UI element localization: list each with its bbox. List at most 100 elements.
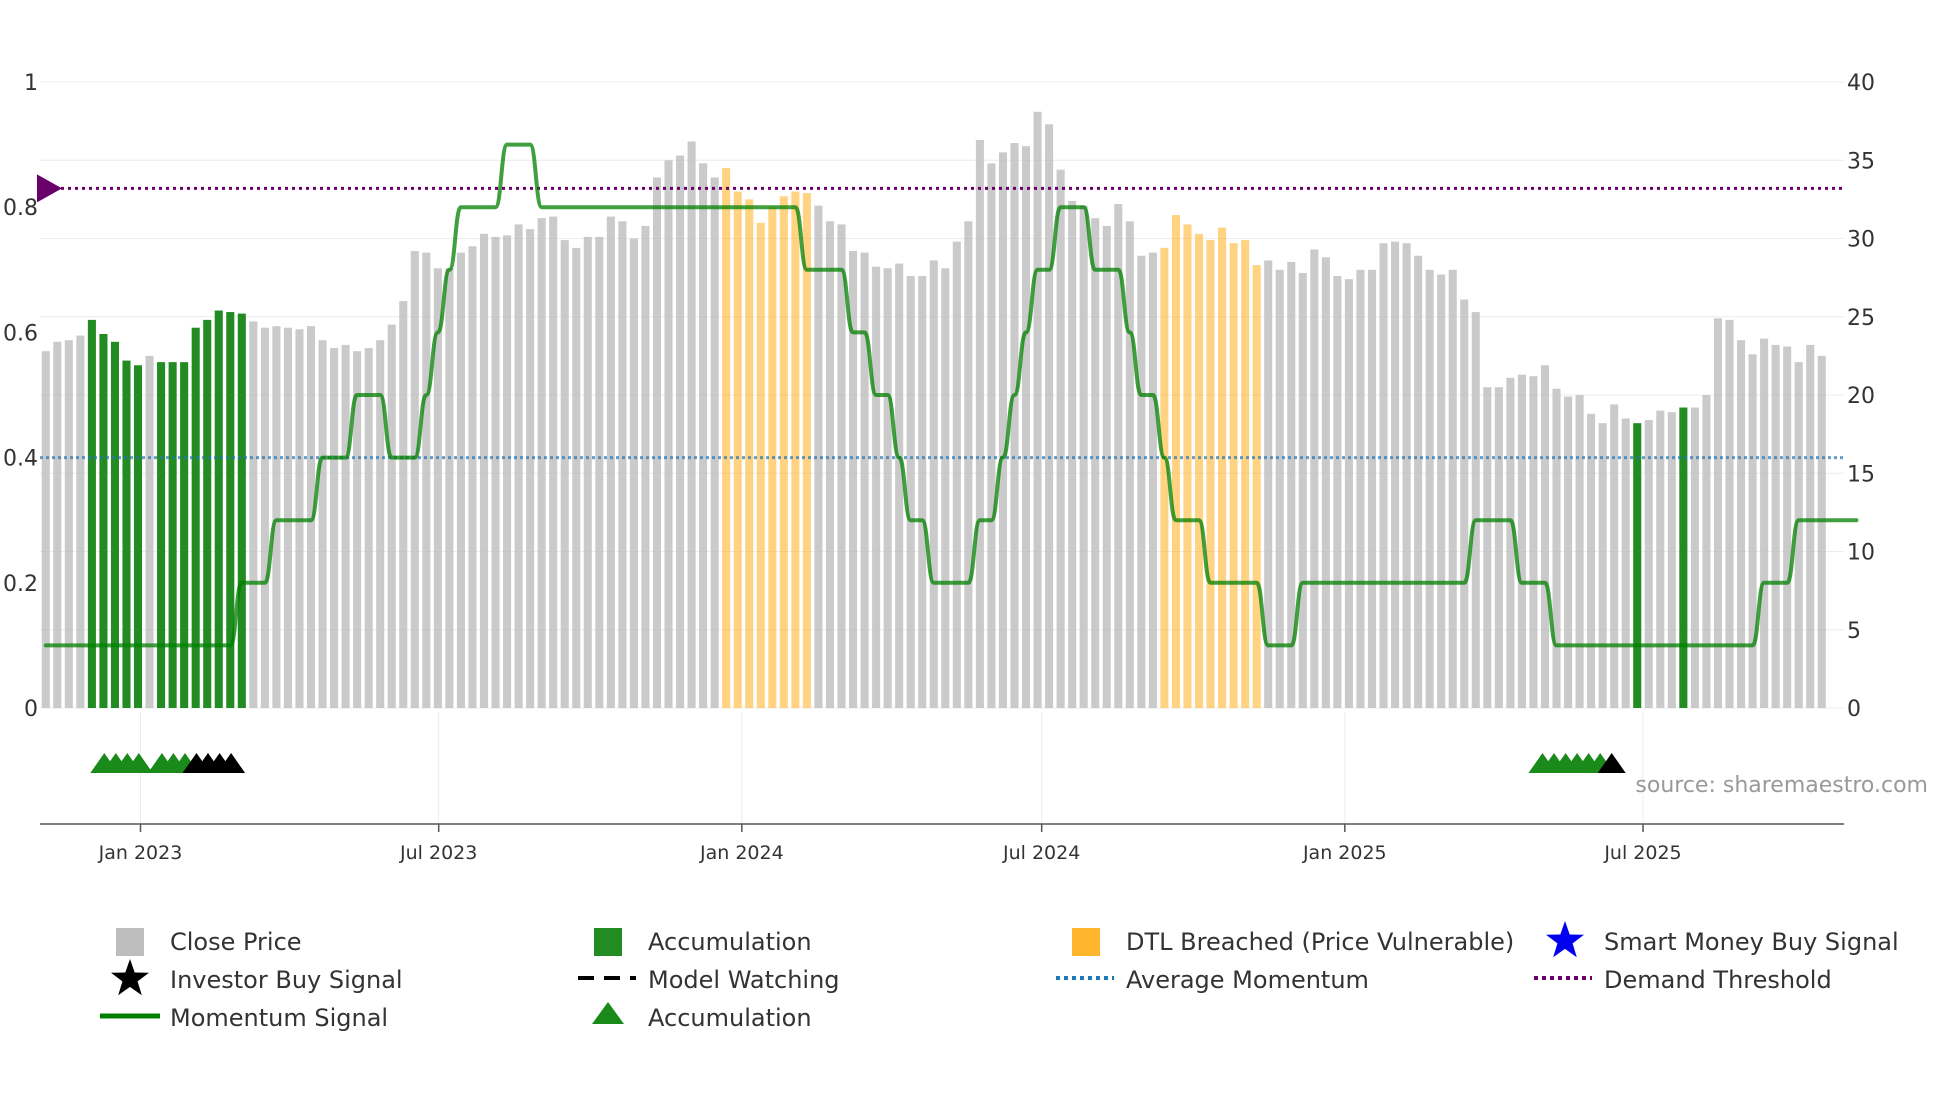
price-bar bbox=[1091, 218, 1100, 708]
price-bar bbox=[802, 193, 811, 708]
price-bar bbox=[64, 340, 73, 708]
price-bar bbox=[1114, 204, 1123, 708]
price-bar bbox=[1540, 365, 1550, 708]
x-tick-label: Jan 2025 bbox=[1302, 842, 1387, 864]
price-bar bbox=[1264, 260, 1273, 708]
price-bar bbox=[1298, 272, 1307, 708]
price-bar bbox=[664, 160, 673, 708]
momentum-series bbox=[43, 142, 1859, 648]
price-bar bbox=[1794, 362, 1803, 708]
price-bar bbox=[1517, 374, 1526, 708]
legend-item-investor-buy: Investor Buy Signal bbox=[111, 959, 403, 996]
price-bar bbox=[756, 222, 765, 708]
price-bar bbox=[1021, 146, 1031, 709]
price-bar bbox=[237, 313, 246, 708]
price-bar bbox=[1160, 247, 1169, 708]
price-bar bbox=[87, 319, 96, 708]
legend-label: Smart Money Buy Signal bbox=[1604, 928, 1899, 956]
price-bar bbox=[1690, 407, 1699, 708]
price-bar bbox=[1183, 224, 1192, 709]
price-bar bbox=[422, 252, 431, 708]
price-bar bbox=[629, 238, 638, 708]
price-bar bbox=[133, 365, 143, 708]
x-tick-label: Jan 2023 bbox=[98, 842, 183, 864]
right-tick-label: 40 bbox=[1847, 71, 1875, 96]
price-bar bbox=[76, 335, 85, 708]
price-bar bbox=[1068, 200, 1077, 708]
price-bar bbox=[1367, 269, 1377, 708]
green-triangle-icon bbox=[592, 1002, 624, 1024]
price-bar bbox=[479, 233, 489, 709]
price-bar bbox=[560, 240, 569, 708]
right-axis: 0 5 10 15 20 25 30 35 40 bbox=[1847, 71, 1875, 722]
legend-label: Average Momentum bbox=[1126, 966, 1369, 994]
price-bar bbox=[1056, 169, 1065, 708]
price-bar bbox=[537, 218, 546, 708]
x-tick-label: Jul 2023 bbox=[399, 842, 477, 864]
price-bar bbox=[260, 327, 269, 708]
price-bar bbox=[1621, 418, 1630, 708]
price-bar bbox=[1033, 111, 1042, 709]
x-tick-label: Jul 2025 bbox=[1603, 842, 1681, 864]
price-bar bbox=[1771, 344, 1780, 708]
price-bar bbox=[526, 229, 535, 709]
price-bar bbox=[1529, 376, 1538, 708]
price-bar bbox=[1748, 354, 1757, 708]
price-bar bbox=[1564, 396, 1573, 708]
right-tick-label: 35 bbox=[1847, 149, 1875, 174]
price-bar bbox=[641, 225, 650, 709]
price-bar bbox=[687, 141, 696, 709]
price-bar bbox=[618, 221, 627, 708]
price-bar bbox=[1045, 124, 1054, 708]
price-bar bbox=[1310, 249, 1319, 708]
price-bar bbox=[906, 276, 915, 708]
price-bar bbox=[122, 360, 131, 708]
price-bar bbox=[491, 236, 500, 708]
price-bar bbox=[1644, 420, 1653, 708]
left-tick-label: 0 bbox=[24, 697, 38, 722]
legend-label: Model Watching bbox=[648, 966, 840, 994]
momentum-signal-line bbox=[43, 142, 1859, 648]
price-bar bbox=[964, 221, 973, 708]
investor-buy-marker bbox=[1597, 753, 1626, 773]
price-bar bbox=[1102, 225, 1111, 709]
right-tick-label: 0 bbox=[1847, 697, 1861, 722]
x-axis: Jan 2023 Jul 2023 Jan 2024 Jul 2024 Jan 2025… bbox=[40, 823, 1844, 864]
price-bar bbox=[1471, 312, 1480, 708]
price-bar bbox=[1414, 255, 1423, 708]
legend-label: Close Price bbox=[170, 928, 302, 956]
legend-label: Investor Buy Signal bbox=[170, 966, 403, 994]
price-bar bbox=[1137, 255, 1146, 708]
x-tick-label: Jul 2024 bbox=[1002, 842, 1080, 864]
price-bar bbox=[168, 362, 177, 708]
price-bar bbox=[99, 333, 108, 708]
left-tick-label: 0.4 bbox=[3, 447, 38, 472]
price-bar bbox=[872, 266, 881, 708]
price-bar bbox=[514, 224, 523, 709]
price-bar bbox=[1241, 240, 1250, 708]
price-bar bbox=[1391, 241, 1400, 708]
right-tick-label: 10 bbox=[1847, 541, 1875, 566]
price-bar bbox=[376, 340, 385, 708]
price-bar bbox=[1425, 269, 1434, 708]
price-bar bbox=[572, 247, 581, 708]
price-bar bbox=[53, 341, 62, 708]
price-bar bbox=[1817, 355, 1826, 709]
price-bar bbox=[710, 177, 719, 709]
legend-item-close-price: Close Price bbox=[116, 928, 302, 956]
price-bar bbox=[676, 155, 685, 708]
left-tick-label: 0.6 bbox=[3, 321, 38, 346]
legend-label: DTL Breached (Price Vulnerable) bbox=[1126, 928, 1514, 956]
price-bar bbox=[998, 152, 1007, 708]
price-bar bbox=[1725, 319, 1734, 708]
legend-item-momentum-signal: Momentum Signal bbox=[100, 1004, 388, 1032]
price-bar bbox=[860, 252, 869, 708]
price-bar bbox=[456, 252, 465, 708]
right-tick-label: 30 bbox=[1847, 228, 1875, 253]
price-bar bbox=[1656, 410, 1665, 708]
right-tick-label: 5 bbox=[1847, 619, 1861, 644]
price-bar bbox=[1737, 340, 1746, 708]
price-bar bbox=[1702, 395, 1711, 708]
price-bar bbox=[1206, 240, 1215, 708]
price-bar bbox=[652, 177, 662, 709]
